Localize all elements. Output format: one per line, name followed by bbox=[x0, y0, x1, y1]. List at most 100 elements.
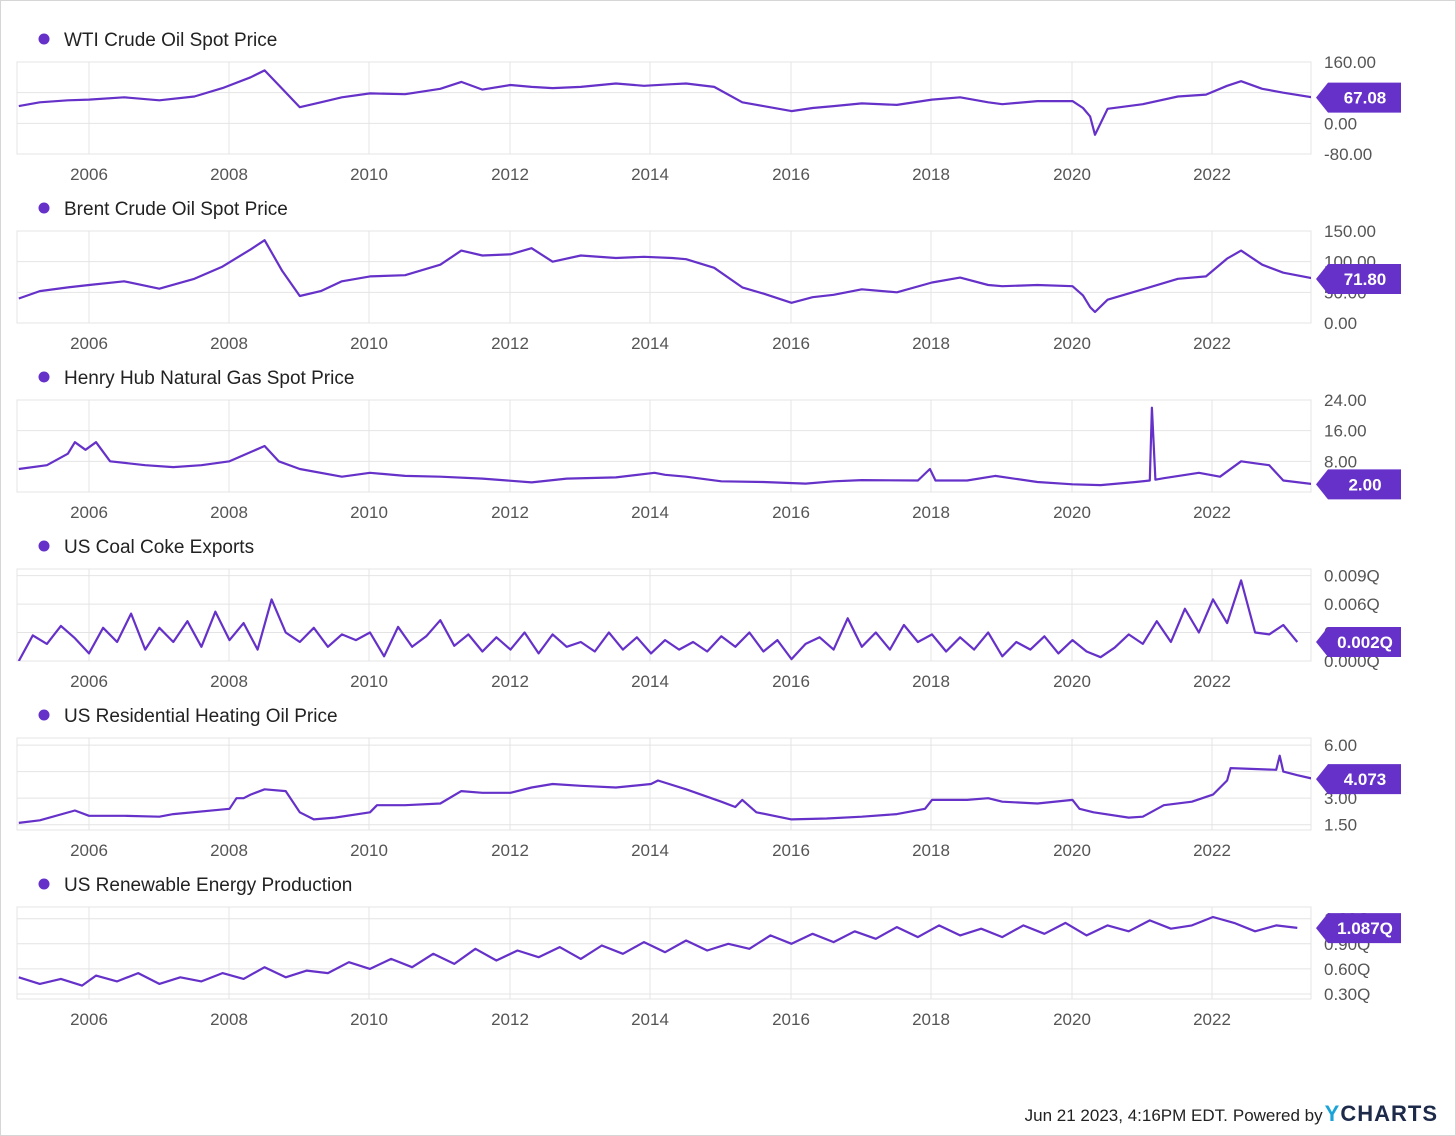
x-tick-label: 2022 bbox=[1193, 672, 1231, 691]
legend-marker bbox=[38, 371, 50, 383]
y-tick-label: 0.00 bbox=[1324, 314, 1357, 333]
x-tick-label: 2020 bbox=[1053, 1010, 1091, 1029]
legend-marker bbox=[38, 540, 50, 552]
series-line bbox=[18, 406, 1311, 487]
x-tick-label: 2010 bbox=[350, 165, 388, 184]
x-tick-label: 2018 bbox=[912, 165, 950, 184]
last-value-label: 2.00 bbox=[1348, 475, 1381, 494]
x-tick-label: 2006 bbox=[70, 672, 108, 691]
x-tick-label: 2010 bbox=[350, 334, 388, 353]
x-tick-label: 2012 bbox=[491, 334, 529, 353]
x-tick-label: 2020 bbox=[1053, 503, 1091, 522]
y-tick-label: 16.00 bbox=[1324, 422, 1367, 441]
chart-panel-3: Henry Hub Natural Gas Spot Price 24.00 16.… bbox=[16, 368, 1401, 522]
y-tick-label: 0.30Q bbox=[1324, 985, 1370, 1004]
ycharts-logo-y: Y bbox=[1324, 1101, 1341, 1126]
chart-panel-5: US Residential Heating Oil Price6.004.50… bbox=[16, 706, 1401, 860]
last-value-label: 67.08 bbox=[1344, 89, 1387, 108]
x-tick-label: 2010 bbox=[350, 1010, 388, 1029]
x-tick-label: 2020 bbox=[1053, 334, 1091, 353]
legend-label: Brent Crude Oil Spot Price bbox=[64, 199, 288, 220]
last-value-label: 0.002Q bbox=[1337, 633, 1393, 652]
x-tick-label: 2012 bbox=[491, 841, 529, 860]
x-tick-label: 2014 bbox=[631, 165, 669, 184]
plot-area bbox=[16, 737, 1312, 831]
x-tick-label: 2018 bbox=[912, 503, 950, 522]
y-tick-label: 6.00 bbox=[1324, 736, 1357, 755]
x-tick-label: 2012 bbox=[491, 672, 529, 691]
x-tick-label: 2022 bbox=[1193, 334, 1231, 353]
y-tick-label: 24.00 bbox=[1324, 391, 1367, 410]
legend-label: US Residential Heating Oil Price bbox=[64, 706, 338, 727]
y-tick-label: 150.00 bbox=[1324, 222, 1376, 241]
legend-label: Henry Hub Natural Gas Spot Price bbox=[64, 368, 354, 389]
x-tick-label: 2008 bbox=[210, 841, 248, 860]
x-tick-label: 2014 bbox=[631, 841, 669, 860]
series-line bbox=[18, 239, 1311, 314]
x-tick-label: 2022 bbox=[1193, 1010, 1231, 1029]
legend-label: US Renewable Energy Production bbox=[64, 875, 352, 896]
legend-label: WTI Crude Oil Spot Price bbox=[64, 30, 277, 51]
x-tick-label: 2008 bbox=[210, 503, 248, 522]
y-tick-label: 0.009Q bbox=[1324, 567, 1380, 586]
x-tick-label: 2014 bbox=[631, 334, 669, 353]
footer: Jun 21 2023, 4:16PM EDT. Powered by YCHA… bbox=[1025, 1101, 1438, 1127]
legend-label: US Coal Coke Exports bbox=[64, 537, 254, 558]
y-tick-label: 1.50 bbox=[1324, 816, 1357, 835]
x-tick-label: 2022 bbox=[1193, 841, 1231, 860]
series-line bbox=[18, 754, 1311, 824]
last-value-label: 71.80 bbox=[1344, 270, 1387, 289]
x-tick-label: 2022 bbox=[1193, 503, 1231, 522]
last-value-badge bbox=[1316, 263, 1401, 294]
x-tick-label: 2008 bbox=[210, 165, 248, 184]
x-tick-label: 2012 bbox=[491, 503, 529, 522]
x-tick-label: 2010 bbox=[350, 672, 388, 691]
y-tick-label: 0.60Q bbox=[1324, 960, 1370, 979]
footer-powered-by: Powered by bbox=[1232, 1106, 1323, 1125]
x-tick-label: 2014 bbox=[631, 1010, 669, 1029]
footer-timestamp: Jun 21 2023, 4:16PM EDT. bbox=[1024, 1106, 1228, 1125]
legend-marker bbox=[38, 878, 50, 890]
last-value-badge bbox=[1316, 913, 1401, 944]
plot-area bbox=[16, 906, 1312, 1000]
legend-marker bbox=[38, 202, 50, 214]
x-tick-label: 2008 bbox=[210, 334, 248, 353]
y-tick-label: 0.006Q bbox=[1324, 595, 1380, 614]
chart-panel-6: US Renewable Energy Production1.20Q0.90Q… bbox=[16, 875, 1401, 1029]
last-value-label: 4.073 bbox=[1344, 770, 1387, 789]
x-tick-label: 2014 bbox=[631, 672, 669, 691]
legend-marker bbox=[38, 33, 50, 45]
x-tick-label: 2016 bbox=[772, 672, 810, 691]
x-tick-label: 2018 bbox=[912, 334, 950, 353]
x-tick-label: 2012 bbox=[491, 1010, 529, 1029]
last-value-label: 1.087Q bbox=[1337, 919, 1393, 938]
chart-panel-1: WTI Crude Oil Spot Price160.0080.000.00-… bbox=[16, 30, 1401, 184]
plot-area bbox=[16, 230, 1312, 324]
x-tick-label: 2006 bbox=[70, 165, 108, 184]
x-tick-label: 2020 bbox=[1053, 841, 1091, 860]
last-value-badge bbox=[1316, 627, 1401, 658]
x-tick-label: 2010 bbox=[350, 503, 388, 522]
x-tick-label: 2006 bbox=[70, 1010, 108, 1029]
plot-area bbox=[16, 399, 1312, 493]
x-tick-label: 2008 bbox=[210, 1010, 248, 1029]
ycharts-logo-link[interactable]: YCHARTS bbox=[1325, 1101, 1438, 1127]
x-tick-label: 2020 bbox=[1053, 672, 1091, 691]
x-tick-label: 2018 bbox=[912, 672, 950, 691]
x-tick-label: 2014 bbox=[631, 503, 669, 522]
series-line bbox=[18, 69, 1311, 136]
x-tick-label: 2016 bbox=[772, 334, 810, 353]
plot-area bbox=[16, 568, 1312, 662]
y-tick-label: -80.00 bbox=[1324, 145, 1372, 164]
chart-panel-2: Brent Crude Oil Spot Price150.00100.0050… bbox=[16, 199, 1401, 353]
y-tick-label: 160.00 bbox=[1324, 53, 1376, 72]
last-value-badge bbox=[1316, 469, 1401, 500]
ycharts-logo-text: CHARTS bbox=[1340, 1101, 1438, 1126]
x-tick-label: 2016 bbox=[772, 165, 810, 184]
x-tick-label: 2006 bbox=[70, 334, 108, 353]
x-tick-label: 2010 bbox=[350, 841, 388, 860]
x-tick-label: 2016 bbox=[772, 841, 810, 860]
x-tick-label: 2016 bbox=[772, 503, 810, 522]
series-line bbox=[18, 915, 1298, 987]
